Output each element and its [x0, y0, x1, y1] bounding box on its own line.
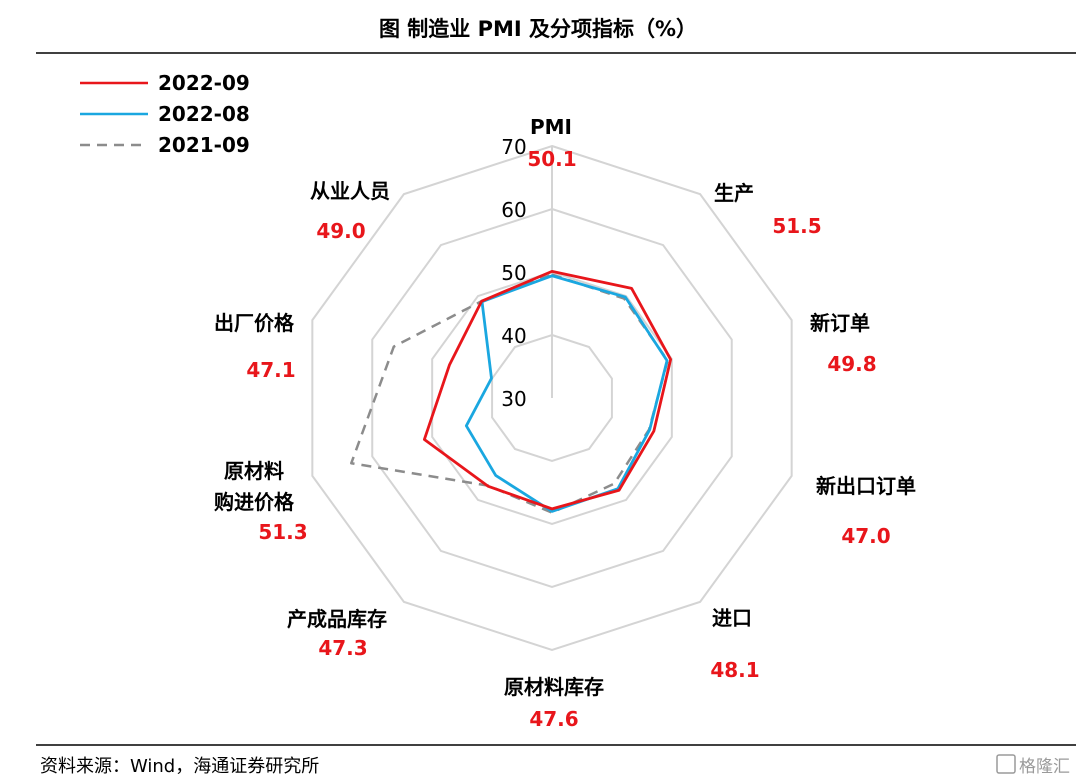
grid-ring-50 [431, 270, 673, 526]
grid-ring-40 [491, 333, 613, 463]
legend: 2022-09 2022-08 2021-09 [80, 71, 250, 157]
grid-layer [311, 144, 793, 652]
series-2022-09 [422, 269, 673, 511]
value-label-0: 50.1 [527, 147, 576, 171]
watermark: 格隆汇 [1019, 757, 1070, 777]
grid-ring-60 [371, 207, 733, 589]
value-label-8: 47.1 [246, 358, 295, 382]
chart-title: 图 制造业 PMI 及分项指标（%） [379, 17, 697, 41]
series-2022-08 [464, 274, 669, 513]
legend-label-2022-09: 2022-09 [158, 71, 250, 95]
axis-label-9: 从业人员 [310, 179, 390, 203]
value-label-6: 47.3 [318, 636, 367, 660]
value-label-1: 51.5 [772, 214, 821, 238]
axis-label-7-line2: 购进价格 [214, 490, 295, 514]
tick-layer: 30 40 50 60 70 [501, 135, 526, 411]
label-layer: PMI 50.1 生产 51.5 新订单 49.8 新出口订单 47.0 进口 48.1 原材料库存… [214, 115, 916, 731]
axis-label-1: 生产 [714, 181, 754, 205]
series-layer [350, 269, 673, 514]
value-label-3: 47.0 [841, 524, 890, 548]
tick-label-60: 60 [501, 198, 526, 222]
value-label-5: 47.6 [529, 707, 578, 731]
value-label-7: 51.3 [258, 520, 307, 544]
source-note: 资料来源：Wind，海通证券研究所 [40, 756, 319, 777]
value-label-2: 49.8 [827, 352, 876, 376]
axis-label-7-line1: 原材料 [224, 459, 284, 483]
axis-label-5: 原材料库存 [504, 675, 604, 699]
tick-label-40: 40 [501, 324, 526, 348]
grid-ring-70 [311, 144, 793, 652]
axis-label-3: 新出口订单 [816, 474, 916, 498]
axis-label-4: 进口 [712, 606, 752, 630]
value-label-4: 48.1 [710, 658, 759, 682]
legend-label-2022-08: 2022-08 [158, 102, 250, 126]
axis-label-6: 产成品库存 [287, 607, 387, 631]
value-label-9: 49.0 [316, 219, 365, 243]
tick-label-30: 30 [501, 387, 526, 411]
tick-label-70: 70 [501, 135, 526, 159]
tick-label-50: 50 [501, 261, 526, 285]
axis-label-0: PMI [530, 115, 572, 139]
axis-label-8: 出厂价格 [214, 311, 295, 335]
axis-label-2: 新订单 [810, 311, 870, 335]
watermark-logo-icon [996, 754, 1016, 774]
legend-label-2021-09: 2021-09 [158, 133, 250, 157]
